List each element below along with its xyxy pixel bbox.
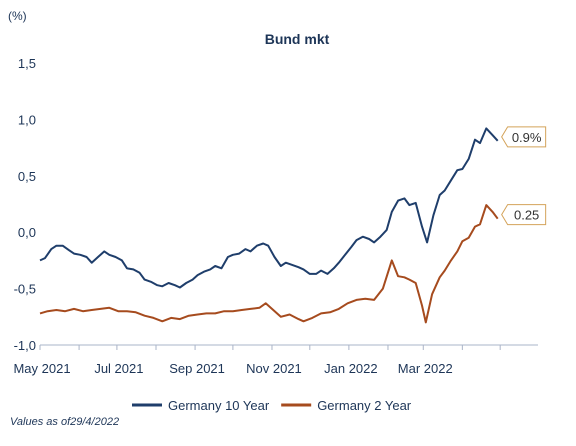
end-value-label: 0.9% (512, 130, 542, 145)
y-tick-label: -1,0 (14, 338, 36, 353)
y-unit-label: (%) (8, 9, 27, 23)
x-tick-label: Jul 2021 (94, 361, 143, 376)
series-line-germany-10y (39, 127, 499, 289)
end-value-callout (501, 204, 547, 226)
y-tick-label: 1,5 (18, 56, 36, 71)
legend-label: Germany 2 Year (317, 398, 412, 413)
footnote: Values as of29/4/2022 (10, 416, 120, 428)
x-tick-label: Mar 2022 (398, 361, 453, 376)
end-value-label: 0.25 (514, 208, 539, 223)
legend-label: Germany 10 Year (168, 398, 270, 413)
x-tick-label: Sep 2021 (169, 361, 225, 376)
y-tick-label: 0,5 (18, 169, 36, 184)
x-tick-label: Nov 2021 (246, 361, 302, 376)
chart-title: Bund mkt (265, 31, 330, 47)
y-tick-label: 1,0 (18, 112, 36, 127)
y-tick-label: 0,0 (18, 225, 36, 240)
series-line-germany-2y (39, 204, 499, 324)
y-tick-label: -0,5 (14, 282, 36, 297)
end-value-callout (501, 126, 547, 148)
x-tick-label: May 2021 (13, 361, 70, 376)
x-tick-label: Jan 2022 (324, 361, 378, 376)
